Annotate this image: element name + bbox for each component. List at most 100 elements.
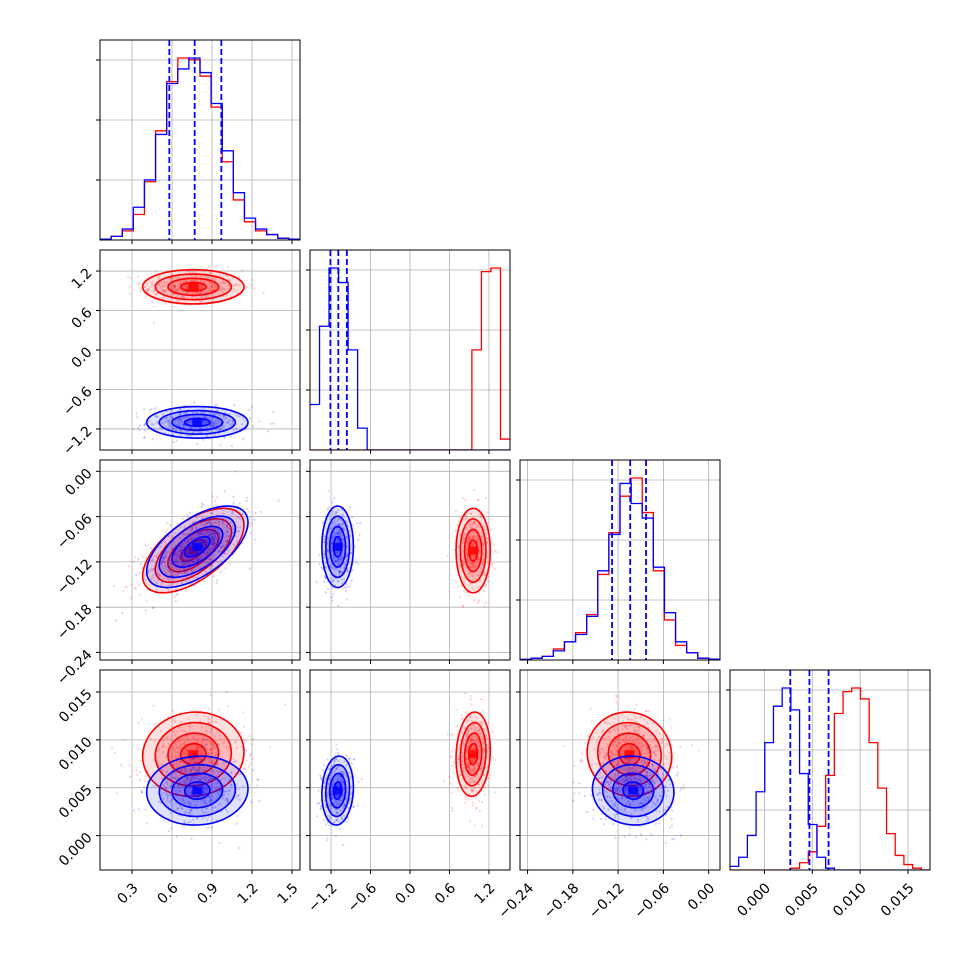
scatter-point bbox=[337, 558, 341, 561]
scatter-point bbox=[181, 543, 184, 546]
scatter-point bbox=[646, 761, 649, 764]
scatter-point bbox=[190, 758, 193, 761]
scatter-point bbox=[197, 746, 200, 749]
scatter-point bbox=[187, 738, 190, 741]
scatter-point bbox=[222, 281, 225, 284]
scatter-point bbox=[339, 578, 343, 581]
contour-series-0 bbox=[167, 732, 220, 777]
panel-3-0 bbox=[111, 690, 287, 850]
scatter-point bbox=[651, 806, 654, 809]
scatter-point bbox=[208, 280, 211, 283]
scatter-point bbox=[491, 756, 495, 759]
scatter-point bbox=[218, 794, 221, 797]
scatter-point bbox=[467, 730, 470, 733]
contour-series-1 bbox=[145, 405, 249, 439]
scatter-point bbox=[185, 580, 188, 583]
scatter-point bbox=[160, 561, 164, 564]
scatter-point bbox=[214, 423, 217, 426]
scatter-point bbox=[324, 576, 327, 579]
scatter-point bbox=[219, 546, 222, 549]
scatter-point bbox=[217, 289, 220, 292]
scatter-point bbox=[472, 573, 475, 576]
scatter-point bbox=[169, 559, 172, 562]
scatter-point bbox=[182, 742, 185, 745]
scatter-point bbox=[213, 285, 216, 288]
scatter-point bbox=[210, 728, 213, 731]
scatter-point bbox=[189, 803, 192, 807]
scatter-point bbox=[165, 280, 168, 284]
scatter-point bbox=[341, 513, 344, 516]
scatter-point bbox=[653, 768, 656, 771]
scatter-point bbox=[207, 717, 210, 720]
scatter-point bbox=[342, 522, 345, 525]
scatter-point bbox=[179, 549, 182, 552]
scatter-point bbox=[211, 495, 214, 498]
scatter-point bbox=[469, 565, 472, 569]
scatter-point bbox=[471, 568, 475, 571]
scatter-series-1 bbox=[114, 490, 280, 622]
scatter-point bbox=[178, 760, 181, 764]
scatter-point bbox=[183, 741, 186, 744]
scatter-point bbox=[605, 736, 608, 739]
scatter-point bbox=[611, 800, 614, 803]
scatter-point bbox=[125, 586, 128, 589]
scatter-point bbox=[632, 729, 636, 733]
scatter-point bbox=[198, 532, 202, 535]
scatter-point bbox=[130, 583, 133, 586]
contour-series-0 bbox=[167, 277, 220, 297]
scatter-point bbox=[217, 743, 220, 746]
scatter-point bbox=[234, 535, 237, 538]
scatter-point bbox=[643, 794, 646, 797]
scatter-point bbox=[248, 754, 252, 757]
scatter-point bbox=[183, 819, 186, 822]
scatter-point bbox=[335, 552, 339, 555]
scatter-point bbox=[629, 758, 632, 761]
scatter-point bbox=[182, 577, 185, 580]
scatter-point bbox=[138, 428, 141, 432]
scatter-point bbox=[170, 756, 174, 759]
scatter-point bbox=[203, 791, 206, 795]
scatter-point bbox=[466, 762, 469, 765]
scatter-point bbox=[341, 556, 344, 559]
scatter-point bbox=[462, 496, 465, 500]
scatter-point bbox=[341, 780, 344, 784]
scatter-point bbox=[178, 544, 181, 547]
y-tick-label: 0.00 bbox=[62, 466, 95, 499]
scatter-point bbox=[212, 742, 215, 746]
scatter-point bbox=[326, 542, 329, 545]
scatter-point bbox=[572, 799, 575, 802]
scatter-point bbox=[219, 444, 222, 447]
scatter-point bbox=[150, 559, 153, 562]
scatter-point bbox=[235, 414, 238, 417]
scatter-point bbox=[341, 514, 344, 517]
scatter-point bbox=[166, 420, 170, 423]
scatter-point bbox=[333, 557, 336, 560]
contour-series-0 bbox=[154, 721, 233, 787]
scatter-point bbox=[186, 760, 189, 763]
scatter-point bbox=[211, 285, 214, 288]
scatter-point bbox=[329, 807, 332, 810]
scatter-point bbox=[184, 810, 187, 813]
scatter-point bbox=[322, 580, 326, 583]
scatter-point bbox=[169, 777, 172, 780]
scatter-point bbox=[198, 766, 201, 770]
scatter-point bbox=[653, 758, 656, 761]
scatter-point bbox=[213, 535, 216, 538]
scatter-point bbox=[643, 783, 646, 786]
scatter-point bbox=[171, 277, 174, 280]
scatter-point bbox=[459, 533, 462, 536]
contour-series-1 bbox=[183, 417, 211, 428]
contour-series-1 bbox=[622, 781, 645, 800]
scatter-point bbox=[646, 721, 649, 724]
scatter-point bbox=[466, 764, 469, 767]
scatter-point bbox=[194, 739, 197, 742]
scatter-point bbox=[168, 793, 171, 796]
scatter-point bbox=[343, 803, 346, 807]
scatter-point bbox=[620, 808, 623, 811]
scatter-point bbox=[223, 552, 226, 555]
scatter-point bbox=[208, 795, 211, 798]
scatter-point bbox=[199, 555, 202, 558]
scatter-point bbox=[467, 537, 470, 540]
scatter-point bbox=[630, 747, 633, 750]
scatter-point bbox=[482, 562, 485, 565]
